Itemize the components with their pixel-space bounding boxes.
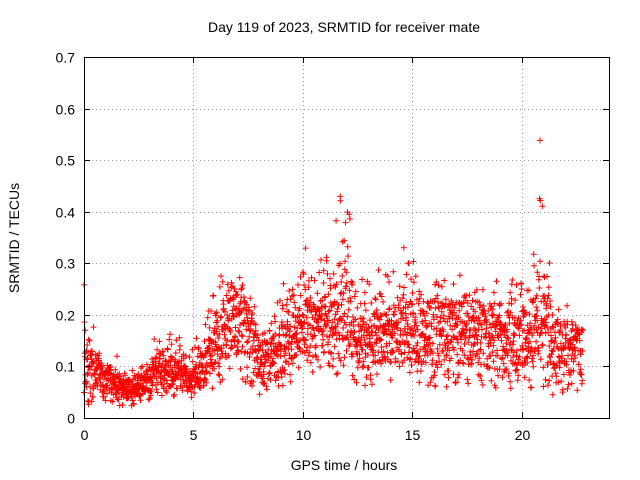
chart-title: Day 119 of 2023, SRMTID for receiver mat… [208, 19, 480, 35]
srmtid-point-markers [80, 137, 586, 409]
x-tick-label: 20 [515, 427, 531, 443]
y-tick-label: 0.3 [56, 256, 76, 272]
x-tick-label: 15 [405, 427, 421, 443]
data-points [80, 137, 586, 409]
grid [84, 57, 609, 418]
y-tick-label: 0.4 [56, 205, 76, 221]
axis-ticks: 0 0.1 0.2 0.3 0.4 0.5 0.6 0.7 0 5 10 15 20 [56, 50, 609, 443]
y-tick-label: 0.5 [56, 153, 76, 169]
y-axis-label: SRMTID / TECUs [6, 183, 22, 293]
x-tick-label: 5 [190, 427, 198, 443]
y-tick-label: 0.1 [56, 359, 76, 375]
x-tick-label: 10 [296, 427, 312, 443]
plot-frame [84, 57, 610, 419]
y-tick-label: 0.2 [56, 308, 76, 324]
y-tick-label: 0.6 [56, 102, 76, 118]
x-axis-label: GPS time / hours [291, 457, 398, 473]
y-tick-label: 0 [67, 411, 75, 427]
y-tick-label: 0.7 [56, 50, 76, 66]
x-tick-label: 0 [81, 427, 89, 443]
